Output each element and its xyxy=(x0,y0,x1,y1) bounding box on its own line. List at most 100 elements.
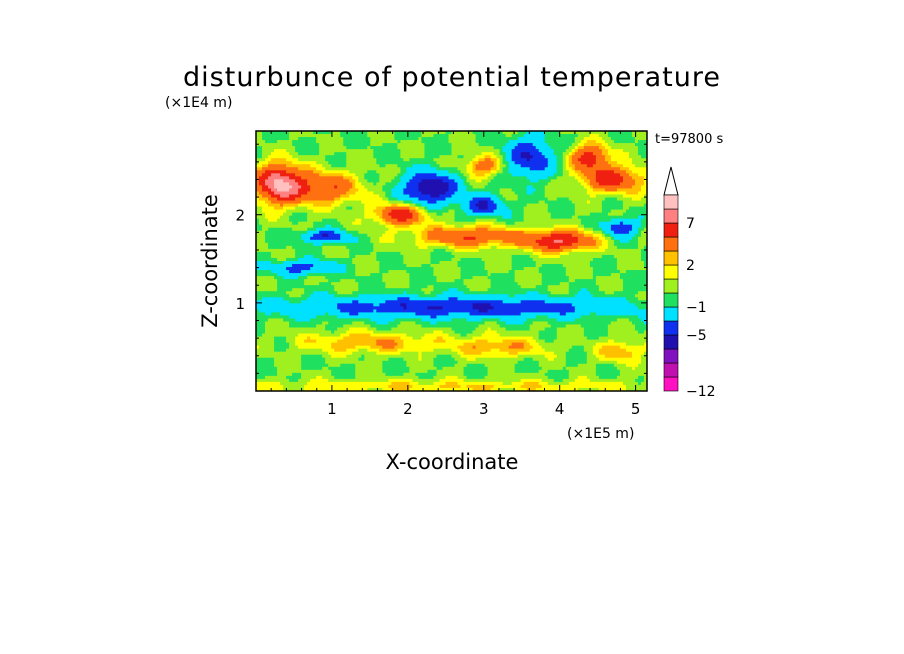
field-cell xyxy=(634,215,639,220)
field-cell xyxy=(328,212,332,217)
field-cell xyxy=(436,185,441,190)
field-cell xyxy=(346,167,350,171)
field-cell xyxy=(358,203,362,208)
field-cell xyxy=(643,197,647,202)
field-cell xyxy=(580,176,585,180)
field-cell xyxy=(283,194,287,199)
field-cell xyxy=(562,188,567,193)
field-cell xyxy=(442,170,447,174)
field-cell xyxy=(442,164,447,168)
field-cell xyxy=(541,134,546,138)
field-cell xyxy=(535,197,540,202)
field-cell xyxy=(385,140,389,144)
field-cell xyxy=(493,224,498,229)
field-cell xyxy=(358,245,362,250)
field-cell xyxy=(424,242,429,247)
field-cell xyxy=(628,161,633,165)
field-cell xyxy=(538,227,543,232)
field-cell xyxy=(259,134,263,138)
field-cell xyxy=(457,176,462,180)
field-cell xyxy=(403,239,407,244)
field-cell xyxy=(268,152,272,156)
field-cell xyxy=(352,230,356,235)
field-cell xyxy=(436,239,441,244)
field-cell xyxy=(619,176,624,180)
field-cell xyxy=(469,212,474,217)
field-cell xyxy=(586,164,591,168)
field-cell xyxy=(385,149,389,153)
field-cell xyxy=(472,155,477,159)
field-cell xyxy=(328,152,332,156)
field-cell xyxy=(502,149,507,153)
field-cell xyxy=(340,146,344,150)
field-cell xyxy=(427,152,432,156)
field-cell xyxy=(439,173,444,177)
field-cell xyxy=(313,158,317,162)
field-cell xyxy=(499,143,504,147)
field-cell xyxy=(502,215,507,220)
field-cell xyxy=(286,170,290,174)
field-cell xyxy=(409,221,413,226)
field-cell xyxy=(607,212,612,217)
field-cell xyxy=(301,197,305,202)
field-cell xyxy=(505,191,510,196)
field-cell xyxy=(346,155,350,159)
field-cell xyxy=(394,236,398,241)
field-cell xyxy=(622,152,627,156)
field-cell xyxy=(286,200,290,205)
field-cell xyxy=(301,194,305,199)
field-cell xyxy=(475,200,480,205)
field-cell xyxy=(544,149,549,153)
field-cell xyxy=(475,161,480,165)
field-cell xyxy=(295,164,299,168)
field-cell xyxy=(325,215,329,220)
field-cell xyxy=(556,203,561,208)
field-cell xyxy=(370,197,374,202)
field-cell xyxy=(391,179,395,183)
field-cell xyxy=(628,200,633,205)
field-cell xyxy=(472,221,477,226)
field-cell xyxy=(259,149,263,153)
field-cell xyxy=(598,236,603,241)
field-cell xyxy=(337,218,341,223)
field-cell xyxy=(436,137,441,141)
field-cell xyxy=(298,227,302,232)
field-cell xyxy=(370,167,374,171)
field-cell xyxy=(499,233,504,238)
field-cell xyxy=(643,161,647,165)
field-cell xyxy=(550,149,555,153)
field-cell xyxy=(589,227,594,232)
field-cell xyxy=(580,224,585,229)
field-cell xyxy=(346,152,350,156)
field-cell xyxy=(538,200,543,205)
field-cell xyxy=(442,218,447,223)
field-cell xyxy=(601,179,606,183)
field-cell xyxy=(628,137,633,141)
field-cell xyxy=(526,191,531,196)
field-cell xyxy=(529,173,534,177)
field-cell xyxy=(355,188,359,193)
field-cell xyxy=(313,143,317,147)
field-cell xyxy=(511,227,516,232)
field-cell xyxy=(490,161,495,165)
field-cell xyxy=(520,200,525,205)
field-cell xyxy=(391,140,395,144)
field-cell xyxy=(520,176,525,180)
field-cell xyxy=(259,206,263,211)
field-cell xyxy=(508,188,513,193)
field-cell xyxy=(262,203,266,208)
field-cell xyxy=(385,227,389,232)
field-cell xyxy=(457,155,462,159)
field-cell xyxy=(565,230,570,235)
field-cell xyxy=(412,233,417,238)
field-cell xyxy=(466,170,471,174)
field-cell xyxy=(481,161,486,165)
field-cell xyxy=(628,179,633,183)
field-cell xyxy=(631,236,636,241)
field-cell xyxy=(574,161,579,165)
field-cell xyxy=(355,206,359,211)
field-cell xyxy=(436,134,441,138)
field-cell xyxy=(367,164,371,168)
field-cell xyxy=(619,188,624,193)
field-cell xyxy=(355,200,359,205)
